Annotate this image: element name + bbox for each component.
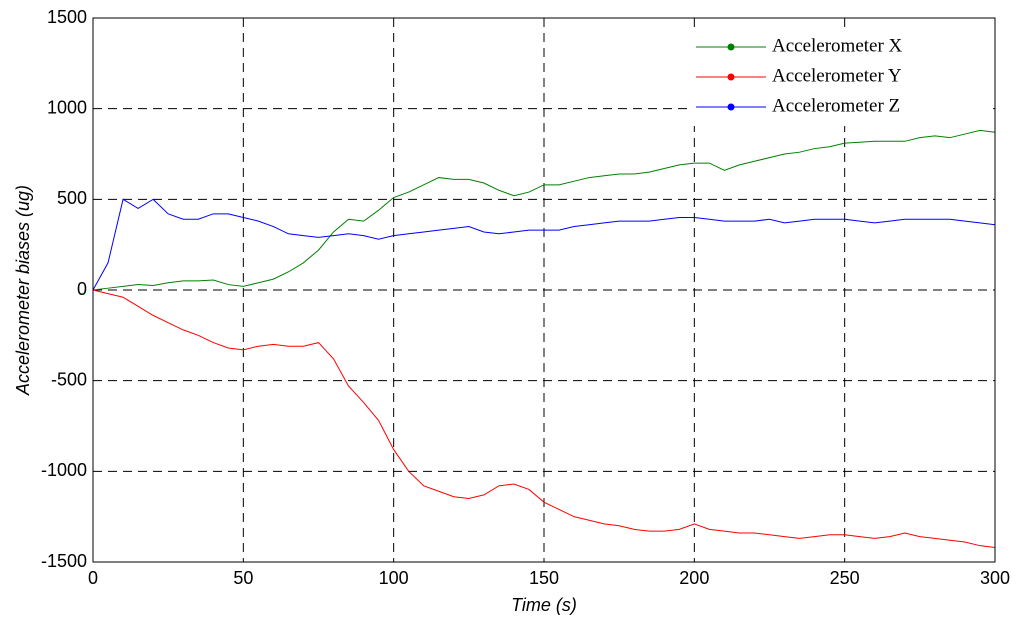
y-tick-label: 500 [57,188,87,208]
x-tick-label: 50 [233,568,253,588]
legend-marker [727,73,735,81]
series-line [92,129,996,291]
legend-label: Accelerometer Z [772,95,900,116]
legend-marker [727,43,735,51]
y-tick-label: -1500 [41,551,87,571]
y-axis-label: Accelerometer biases (ug) [13,185,33,396]
x-tick-label: 200 [679,568,709,588]
series-line [92,289,996,548]
y-tick-label: 0 [77,279,87,299]
series-line [92,198,996,291]
x-tick-label: 100 [379,568,409,588]
legend-label: Accelerometer Y [772,65,902,86]
y-tick-label: -1000 [41,460,87,480]
x-tick-label: 0 [88,568,98,588]
y-tick-label: -500 [51,369,87,389]
legend-label: Accelerometer X [772,35,903,56]
y-tick-label: 1000 [47,97,87,117]
x-axis-label: Time (s) [511,595,577,615]
lines [92,129,996,548]
y-tick-label: 1500 [47,7,87,27]
x-tick-label: 250 [830,568,860,588]
plot-frame [92,17,996,563]
x-tick-label: 150 [529,568,559,588]
x-tick-label: 300 [980,568,1010,588]
legend-marker [727,103,735,111]
